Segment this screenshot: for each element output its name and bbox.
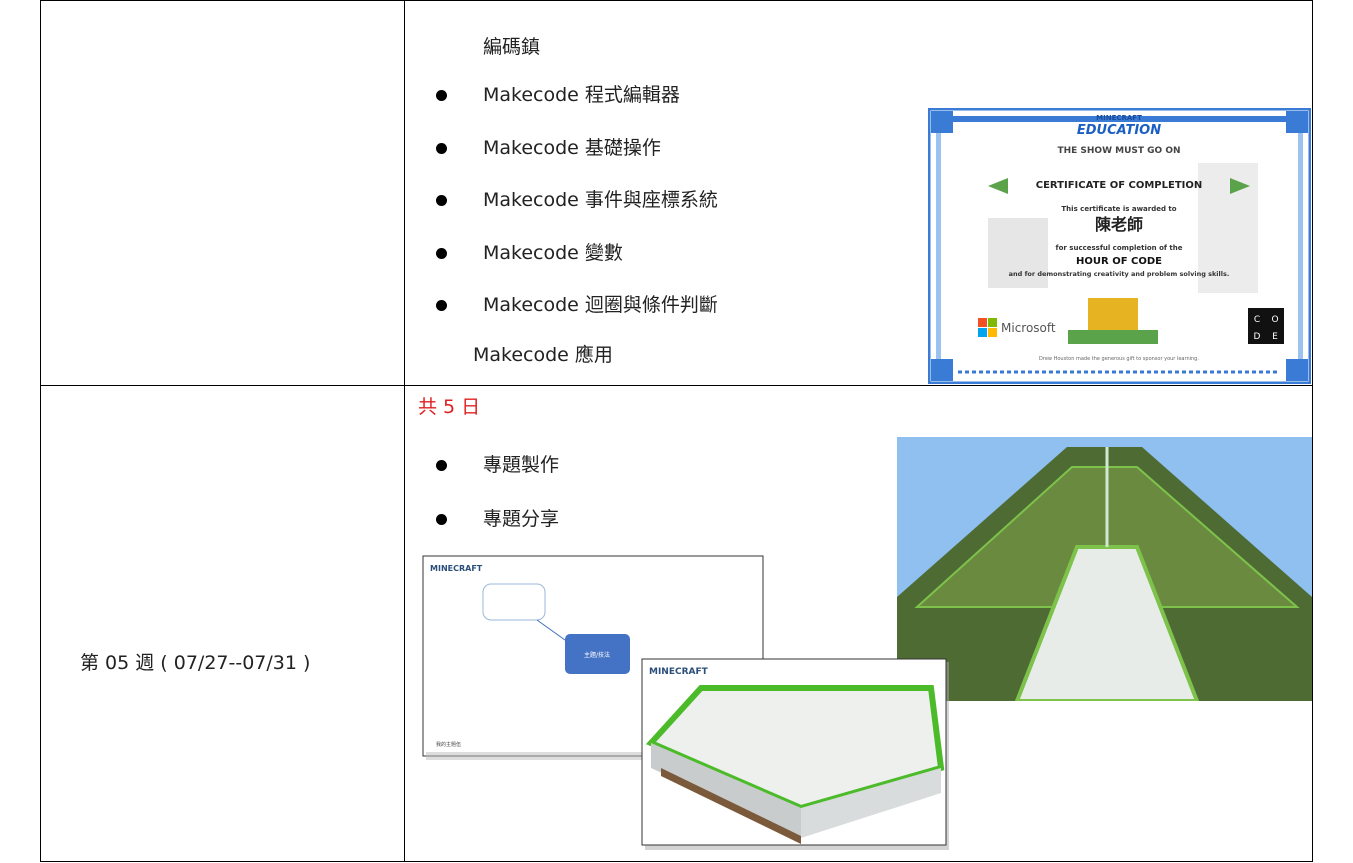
border bbox=[40, 0, 1313, 1]
text: MINECRAFT bbox=[1096, 114, 1142, 122]
text: 專題分享 bbox=[483, 508, 560, 530]
text: for successful completion of the bbox=[1056, 244, 1183, 252]
text: Drew Houston made the generous gift to s… bbox=[1039, 356, 1199, 362]
text: E bbox=[1272, 332, 1278, 342]
text: 編碼鎮 bbox=[483, 36, 541, 58]
text: D bbox=[1254, 332, 1261, 342]
bullet bbox=[436, 90, 447, 101]
text: O bbox=[1271, 315, 1278, 325]
text: Makecode 程式編輯器 bbox=[483, 84, 680, 106]
bullet bbox=[436, 247, 447, 259]
border bbox=[40, 861, 1313, 862]
bullet bbox=[436, 300, 447, 311]
border bbox=[40, 0, 41, 862]
text: 專題製作 bbox=[483, 454, 560, 476]
text: 陳老師 bbox=[1095, 215, 1143, 234]
text: Makecode 變數 bbox=[483, 241, 623, 264]
border bbox=[404, 0, 405, 862]
slide-image: MINECRAFT bbox=[641, 658, 949, 850]
text: 共 5 日 bbox=[418, 396, 481, 418]
text: Makecode 事件與座標系統 bbox=[483, 189, 718, 211]
world-image bbox=[897, 437, 1312, 701]
border bbox=[40, 385, 1313, 386]
text: 第 05 週 ( 07/27--07/31 ) bbox=[80, 652, 311, 674]
text: Makecode 基礎操作 bbox=[483, 136, 661, 159]
bullet bbox=[436, 514, 447, 525]
certificate-image: MINECRAFT EDUCATION THE SHOW MUST GO ON … bbox=[928, 108, 1311, 384]
bullet bbox=[436, 460, 447, 471]
text: and for demonstrating creativity and pro… bbox=[1009, 270, 1230, 278]
border bbox=[1312, 0, 1313, 862]
text: Makecode 迴圈與條件判斷 bbox=[483, 294, 718, 316]
text: HOUR OF CODE bbox=[1076, 256, 1162, 267]
text: MINECRAFT bbox=[649, 667, 709, 677]
text: Makecode 應用 bbox=[473, 344, 613, 366]
text: 主題/技法 bbox=[584, 651, 610, 659]
text: THE SHOW MUST GO ON bbox=[1057, 146, 1180, 156]
text: 我的主題伍 bbox=[436, 741, 461, 748]
text: CERTIFICATE OF COMPLETION bbox=[1036, 180, 1203, 191]
bullet bbox=[436, 195, 447, 206]
bullet bbox=[436, 142, 447, 154]
text: MINECRAFT bbox=[430, 564, 483, 573]
text: Microsoft bbox=[1001, 321, 1056, 335]
text: EDUCATION bbox=[1077, 123, 1161, 138]
text: C bbox=[1254, 315, 1260, 325]
text: This certificate is awarded to bbox=[1061, 205, 1176, 213]
